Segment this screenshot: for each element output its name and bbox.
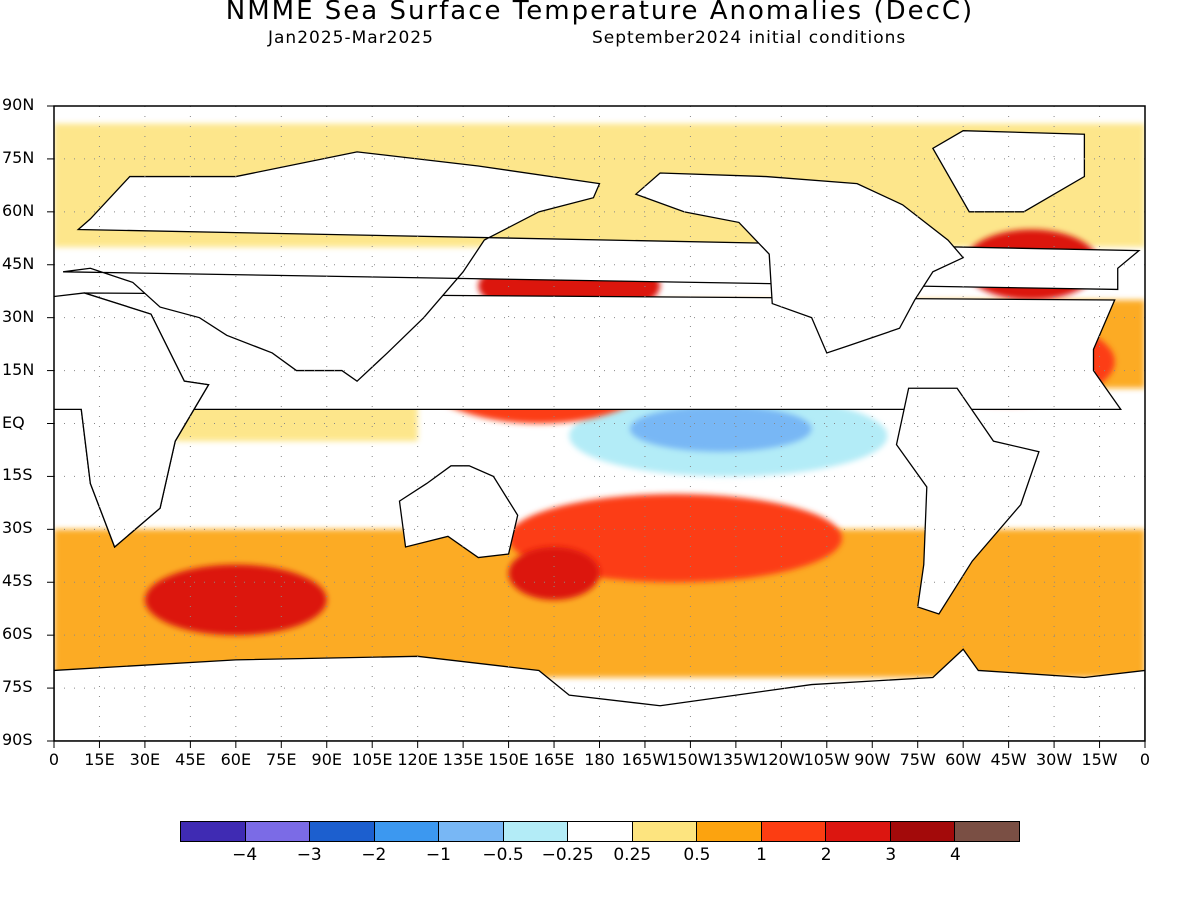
colorbar-swatch bbox=[310, 822, 375, 841]
lon-label: 15W bbox=[1081, 750, 1118, 769]
lat-label: 15S bbox=[2, 465, 33, 485]
africa-outline-west bbox=[54, 292, 210, 549]
lon-label: 135E bbox=[442, 750, 484, 769]
lon-label: 150E bbox=[488, 750, 529, 769]
lat-label: 75S bbox=[2, 677, 33, 697]
lon-label: 45E bbox=[175, 750, 206, 769]
north-america-outline bbox=[634, 172, 965, 354]
lat-label: EQ bbox=[2, 412, 25, 432]
colorbar-label: −4 bbox=[232, 845, 258, 865]
colorbar-swatch bbox=[890, 822, 956, 841]
colorbar-swatch bbox=[826, 822, 891, 841]
colorbar-label: 1 bbox=[756, 845, 767, 865]
lat-label: 30S bbox=[2, 518, 33, 538]
axis-ticks bbox=[47, 105, 1146, 748]
colorbar-label: −1 bbox=[425, 845, 451, 865]
lon-label: 60W bbox=[945, 750, 982, 769]
lon-label: 105W bbox=[803, 750, 850, 769]
lat-label: 75N bbox=[2, 147, 35, 167]
lat-label: 60S bbox=[2, 624, 33, 644]
colorbar-label: 2 bbox=[820, 845, 832, 865]
colorbar-swatch bbox=[632, 822, 698, 841]
lon-label: 75W bbox=[899, 750, 936, 769]
lon-label: 0 bbox=[48, 750, 60, 769]
anomaly-region bbox=[629, 405, 812, 452]
colorbar-swatch bbox=[568, 822, 633, 841]
lat-label: 45N bbox=[2, 253, 35, 273]
lon-label: 0 bbox=[1139, 750, 1151, 769]
colorbar-swatch bbox=[503, 822, 569, 841]
lat-label: 60N bbox=[2, 200, 35, 220]
antarctica-outline bbox=[54, 648, 1145, 741]
colorbar bbox=[180, 821, 1020, 842]
eurasia-outline bbox=[63, 151, 1141, 383]
lon-label: 30W bbox=[1035, 750, 1073, 769]
colorbar-label: −2 bbox=[361, 845, 387, 865]
colorbar-label: −0.25 bbox=[541, 845, 594, 865]
colorbar-swatch bbox=[374, 822, 440, 841]
colorbar-swatch bbox=[245, 822, 311, 841]
lat-label: 90S bbox=[2, 730, 33, 749]
colorbar-label: −3 bbox=[296, 845, 322, 865]
colorbar-label: 0.25 bbox=[613, 845, 652, 865]
colorbar-label: −0.5 bbox=[482, 845, 524, 865]
lon-label: 90E bbox=[311, 750, 342, 769]
greenland-outline bbox=[931, 130, 1086, 213]
initial-conditions: September2024 initial conditions bbox=[592, 28, 907, 48]
lon-label: 150W bbox=[667, 750, 714, 769]
lat-label: 15N bbox=[2, 359, 35, 379]
lon-label: 180 bbox=[584, 750, 615, 769]
colorbar-swatch bbox=[439, 822, 504, 841]
lon-label: 60E bbox=[220, 750, 252, 769]
continent-outlines bbox=[54, 130, 1145, 741]
lat-label: 45S bbox=[2, 571, 33, 591]
south-america-outline bbox=[895, 387, 1040, 615]
colorbar-label: 0.5 bbox=[683, 845, 711, 865]
colorbar-swatch bbox=[181, 822, 246, 841]
anomaly-region bbox=[144, 564, 327, 636]
lon-label: 120E bbox=[397, 750, 438, 769]
lon-label: 45W bbox=[990, 750, 1027, 769]
colorbar-swatch bbox=[761, 822, 827, 841]
lon-label: 30E bbox=[129, 750, 161, 769]
forecast-period: Jan2025-Mar2025 bbox=[268, 28, 434, 48]
australia-outline bbox=[398, 465, 519, 559]
lon-label: 15E bbox=[84, 750, 115, 769]
lon-label: 135W bbox=[712, 750, 760, 769]
lon-label: 120W bbox=[758, 750, 805, 769]
colorbar-swatch bbox=[697, 822, 762, 841]
lon-label: 90W bbox=[854, 750, 891, 769]
colorbar-label: 3 bbox=[885, 845, 897, 865]
lon-label: 165E bbox=[533, 750, 575, 769]
lon-label: 105E bbox=[351, 750, 393, 769]
colorbar-swatch bbox=[955, 822, 1019, 841]
lat-label: 30N bbox=[2, 306, 35, 326]
lat-label: 90N bbox=[2, 95, 35, 114]
anomaly-region bbox=[508, 546, 600, 600]
map-title: NMME Sea Surface Temperature Anomalies (… bbox=[225, 0, 975, 26]
lon-label: 165W bbox=[621, 750, 669, 769]
colorbar-label: 4 bbox=[949, 845, 961, 865]
lon-label: 75E bbox=[266, 750, 297, 769]
